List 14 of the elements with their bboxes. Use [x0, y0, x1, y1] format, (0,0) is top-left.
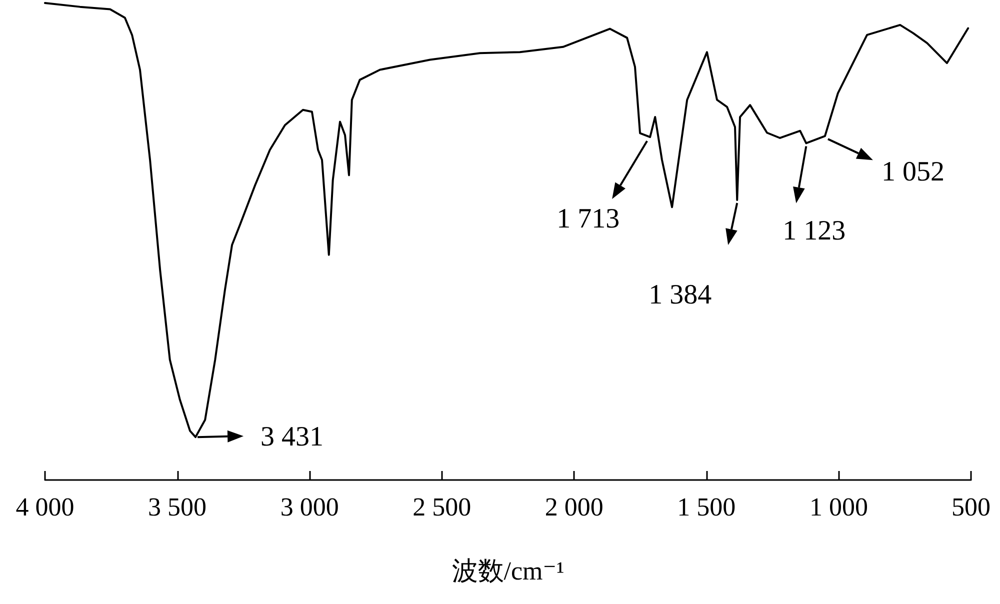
annotation: 1 384 [648, 280, 712, 310]
x-tick-label: 2 000 [544, 492, 604, 522]
annotation: 1 052 [881, 156, 944, 188]
x-tick-label: 500 [952, 492, 990, 522]
annotation: 3 431 [260, 422, 324, 453]
x-tick-label: 2 500 [412, 492, 472, 522]
x-axis-title: 波数/cm⁻¹ [452, 556, 564, 586]
x-tick-label: 1 000 [809, 492, 868, 522]
x-tick-label: 3 000 [280, 492, 339, 522]
x-tick-label: 3 500 [148, 492, 207, 522]
x-tick-label: 4 000 [16, 492, 74, 522]
annotation: 1 123 [782, 216, 846, 247]
x-tick-label: 1 500 [677, 492, 736, 522]
annotation: 1 713 [556, 204, 620, 235]
